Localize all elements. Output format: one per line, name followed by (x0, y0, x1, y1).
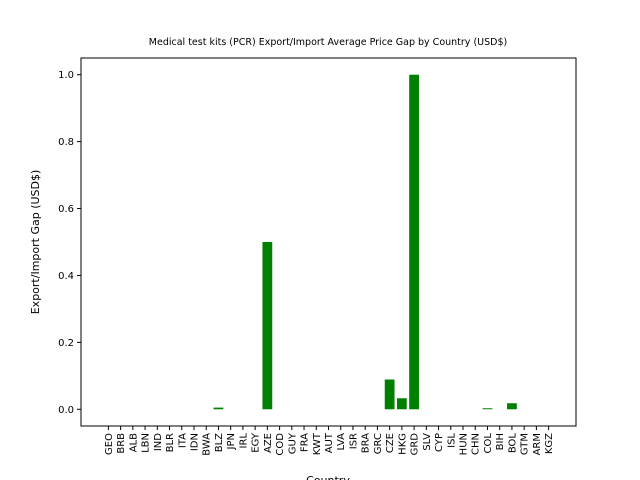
bar (396, 398, 407, 410)
x-tick-label: IRL (238, 433, 249, 449)
x-tick-label: COD (275, 433, 286, 456)
bar (409, 74, 419, 410)
x-tick-label: GUY (287, 432, 298, 454)
x-tick-label: HKG (397, 433, 408, 455)
x-tick-label: GRD (410, 433, 421, 456)
x-tick-label: COL (483, 433, 494, 454)
x-tick-label: IND (153, 433, 164, 451)
x-tick-label: LVA (336, 433, 347, 451)
y-tick-label: 0.8 (58, 137, 74, 148)
chart-title: Medical test kits (PCR) Export/Import Av… (149, 37, 507, 48)
x-tick-label: HUN (459, 433, 470, 455)
x-tick-label: BLR (165, 433, 176, 452)
x-tick-label: AZE (263, 433, 274, 453)
x-tick-label: CHN (471, 433, 482, 455)
x-tick-label: ARM (532, 433, 543, 455)
x-axis-label: Country (306, 474, 350, 480)
bar (507, 403, 517, 410)
y-axis-label: Export/Import Gap (USD$) (29, 170, 42, 315)
x-tick-label: CYP (434, 433, 445, 452)
x-tick-label: JPN (226, 433, 237, 450)
x-tick-label: LBN (141, 433, 152, 453)
x-tick-label: EGY (251, 432, 262, 453)
bar (213, 407, 224, 410)
x-tick-label: SLV (422, 433, 433, 451)
x-tick-label: BRB (116, 433, 127, 454)
y-tick-label: 1.0 (58, 70, 74, 81)
x-tick-label: ITA (177, 433, 188, 448)
bar (482, 408, 493, 410)
x-tick-label: GEO (104, 433, 115, 455)
bar (262, 242, 273, 410)
y-tick-label: 0.6 (58, 204, 74, 215)
x-tick-label: GRC (373, 433, 384, 454)
x-tick-label: ISR (348, 433, 359, 449)
x-tick-label: ISL (446, 433, 457, 448)
x-tick-label: BLZ (214, 433, 225, 452)
x-tick-label: BRA (361, 433, 372, 453)
x-tick-label: IDN (189, 433, 200, 451)
y-tick-label: 0.0 (58, 405, 74, 416)
x-tick-label: KGZ (544, 433, 555, 454)
x-tick-label: KWT (312, 432, 323, 455)
x-tick-label: BWA (202, 433, 213, 456)
bar (384, 379, 395, 410)
x-tick-label: GTM (520, 433, 531, 455)
x-tick-label: CZE (385, 433, 396, 453)
x-tick-label: ALB (128, 433, 139, 452)
y-tick-label: 0.2 (58, 338, 74, 349)
x-tick-label: BIH (495, 433, 506, 450)
x-tick-label: FRA (300, 433, 311, 452)
plot-frame (80, 57, 577, 427)
x-tick-label: BOL (507, 433, 518, 454)
x-tick-label: AUT (324, 432, 335, 453)
y-tick-label: 0.4 (58, 271, 74, 282)
